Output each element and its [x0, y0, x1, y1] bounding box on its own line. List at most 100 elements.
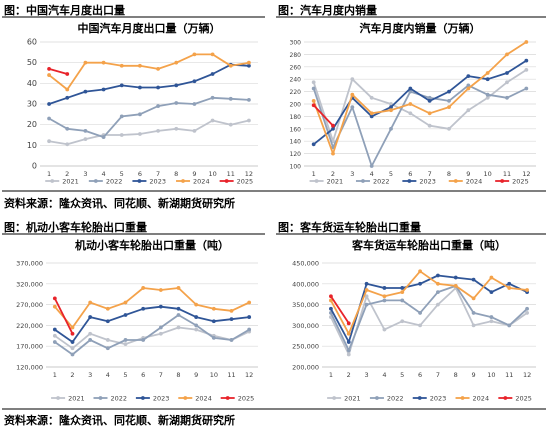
data-point-2021 — [447, 126, 451, 131]
data-point-2021 — [418, 323, 422, 328]
x-tick-label: 3 — [88, 371, 92, 379]
y-tick-label: 200 — [290, 102, 302, 109]
legend-label: 2025 — [512, 178, 529, 186]
x-tick-label: 11 — [227, 371, 235, 379]
data-point-2021 — [138, 132, 142, 136]
data-point-2023 — [453, 275, 458, 280]
y-tick-label: 350,000 — [292, 301, 319, 309]
data-point-2024 — [369, 111, 374, 116]
y-tick-label: 50 — [27, 58, 37, 67]
data-point-2021 — [400, 319, 405, 324]
data-point-2022 — [194, 323, 199, 328]
data-point-2021 — [47, 139, 51, 144]
data-point-2024 — [447, 105, 451, 109]
data-point-2024 — [123, 300, 128, 305]
legend-marker-2023 — [417, 396, 422, 400]
data-point-2021 — [158, 331, 163, 336]
x-tick-label: 11 — [505, 371, 513, 379]
y-tick-label: 240 — [290, 77, 302, 84]
data-point-2023 — [47, 102, 51, 106]
data-point-2022 — [70, 352, 75, 357]
data-point-2022 — [65, 126, 70, 131]
data-point-2024 — [101, 60, 106, 65]
data-point-2024 — [228, 63, 233, 68]
data-point-2022 — [228, 96, 233, 101]
data-point-2024 — [505, 52, 509, 57]
data-point-2023 — [471, 277, 476, 282]
data-point-2021 — [174, 126, 179, 131]
data-point-2021 — [369, 95, 374, 100]
y-tick-label: 220 — [290, 89, 302, 96]
series-line-2025 — [48, 68, 68, 75]
figure-label-2: 图：汽车月度内销量 — [278, 4, 377, 17]
data-point-2024 — [525, 288, 529, 292]
data-point-2023 — [119, 83, 124, 88]
legend-label: 2025 — [515, 395, 532, 403]
data-point-2023 — [346, 340, 351, 344]
data-point-2021 — [210, 118, 215, 123]
legend-marker-2024 — [181, 179, 185, 183]
data-point-2022 — [88, 338, 93, 342]
data-point-2023 — [52, 327, 57, 332]
legend-label: 2025 — [238, 395, 255, 403]
data-point-2023 — [247, 63, 251, 68]
data-point-2024 — [141, 286, 146, 290]
x-tick-label: 4 — [102, 170, 106, 178]
legend-marker-2021 — [50, 179, 55, 183]
data-point-2022 — [192, 102, 197, 106]
data-point-2024 — [156, 66, 160, 71]
data-point-2023 — [466, 74, 471, 78]
data-point-2024 — [65, 87, 70, 92]
data-point-2024 — [453, 283, 458, 288]
data-point-2025 — [70, 331, 75, 336]
data-point-2023 — [88, 315, 93, 319]
data-point-2025 — [65, 72, 70, 76]
data-point-2023 — [211, 319, 216, 324]
y-tick-label: 300 — [290, 40, 302, 47]
data-point-2022 — [83, 128, 88, 133]
data-point-2022 — [119, 114, 124, 119]
y-tick-label: 280 — [290, 52, 302, 59]
data-point-2023 — [105, 319, 110, 324]
legend-label: 2022 — [387, 395, 404, 403]
x-tick-label: 9 — [194, 371, 198, 379]
x-tick-label: 8 — [447, 170, 451, 178]
x-tick-label: 2 — [70, 371, 74, 379]
data-point-2024 — [138, 63, 142, 68]
data-point-2024 — [400, 290, 405, 295]
data-point-2022 — [369, 164, 374, 168]
x-tick-label: 6 — [138, 170, 142, 178]
legend-label: 2023 — [419, 178, 436, 186]
legend-marker-2025 — [224, 179, 229, 183]
data-point-2024 — [427, 111, 432, 116]
data-point-2021 — [119, 133, 124, 137]
data-point-2021 — [192, 128, 197, 133]
chart-passenger-tire-exports: 机动小客车轮胎出口重量（吨） 120,000 170,000 220,000 270,0… — [16, 238, 258, 403]
data-point-2024 — [364, 288, 369, 292]
data-point-2023 — [364, 281, 369, 286]
y-tick-label: 120,000 — [16, 364, 43, 372]
data-point-2022 — [158, 325, 163, 330]
data-point-2022 — [364, 302, 369, 307]
data-point-2023 — [369, 114, 374, 119]
data-point-2022 — [210, 95, 215, 100]
divider — [2, 233, 265, 235]
x-tick-label: 6 — [408, 170, 412, 178]
legend-marker-2025 — [225, 396, 230, 400]
data-point-2022 — [247, 327, 252, 332]
data-point-2022 — [471, 311, 476, 315]
data-point-2022 — [211, 335, 216, 340]
chart-truck-bus-tire-exports: 客车货运车轮胎出口重量（吨） 200,000 250,000 300,000 350,0… — [292, 238, 536, 403]
legend-label: 2024 — [195, 395, 212, 403]
data-point-2024 — [507, 286, 512, 290]
data-point-2022 — [485, 92, 490, 97]
legend-label: 2023 — [430, 395, 447, 403]
x-tick-label: 9 — [472, 371, 476, 379]
series-line-2022 — [54, 314, 250, 356]
series-line-2024 — [312, 41, 527, 155]
data-point-2022 — [489, 315, 494, 319]
data-point-2021 — [65, 142, 70, 147]
data-point-2021 — [525, 311, 529, 315]
divider — [2, 408, 546, 410]
